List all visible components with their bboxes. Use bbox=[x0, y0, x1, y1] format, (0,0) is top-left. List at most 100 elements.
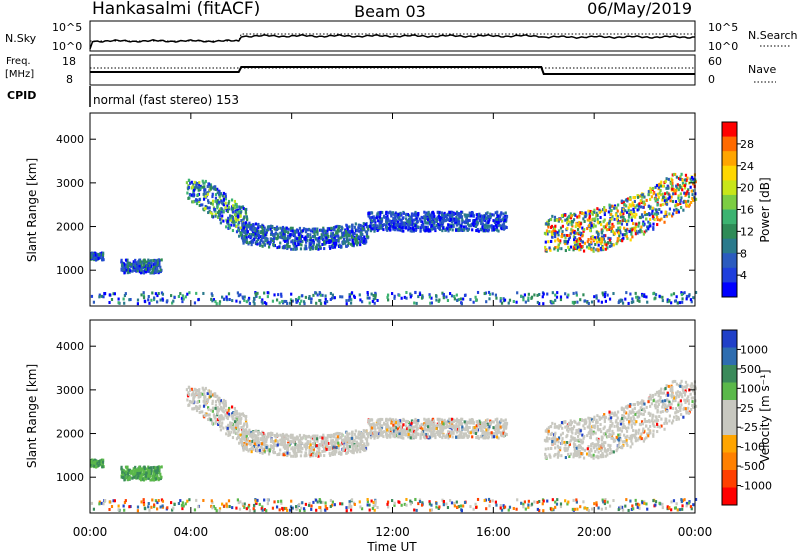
velocity-echo-cell bbox=[227, 408, 230, 412]
power-echo-cell bbox=[412, 228, 415, 232]
power-echo-cell bbox=[428, 222, 432, 226]
power-echo-cell bbox=[411, 220, 414, 224]
power-echo-cell bbox=[331, 245, 334, 249]
power-echo-cell bbox=[479, 227, 482, 231]
power-echo-cell bbox=[637, 204, 641, 208]
power-echo-cell bbox=[152, 265, 156, 269]
velocity-echo-cell bbox=[261, 435, 264, 439]
velocity-echo-cell bbox=[498, 424, 501, 428]
power-echo-cell bbox=[604, 247, 607, 251]
power-echo-cell bbox=[588, 243, 591, 247]
power-echo-cell bbox=[270, 237, 273, 241]
velocity-echo-cell bbox=[355, 446, 359, 450]
power-echo-cell bbox=[654, 197, 657, 201]
power-echo-cell bbox=[668, 207, 672, 211]
power-clutter-cell bbox=[414, 291, 417, 295]
power-clutter-cell bbox=[638, 296, 641, 300]
velocity-echo-cell bbox=[234, 418, 237, 422]
velocity-echo-cell bbox=[337, 441, 340, 445]
power-echo-cell bbox=[152, 259, 155, 263]
power-echo-cell bbox=[146, 267, 149, 271]
power-echo-cell bbox=[283, 235, 287, 239]
power-echo-cell bbox=[470, 214, 473, 218]
velocity-echo-cell bbox=[326, 436, 329, 440]
velocity-echo-cell bbox=[315, 437, 319, 441]
power-echo-cell bbox=[385, 224, 388, 228]
power-clutter-cell bbox=[566, 295, 569, 299]
power-echo-cell bbox=[573, 231, 576, 235]
velocity-echo-cell bbox=[280, 442, 283, 446]
velocity-echo-cell bbox=[237, 433, 240, 437]
power-clutter-cell bbox=[456, 298, 459, 302]
power-echo-cell bbox=[648, 222, 651, 226]
power-echo-cell bbox=[389, 225, 392, 229]
power-echo-cell bbox=[325, 236, 328, 240]
power-echo-cell bbox=[598, 210, 601, 214]
velocity-echo-cell bbox=[122, 476, 125, 480]
power-echo-cell bbox=[144, 270, 147, 274]
power-echo-cell bbox=[598, 208, 601, 212]
power-echo-cell bbox=[391, 220, 394, 224]
power-echo-cell bbox=[455, 228, 458, 232]
velocity-echo-cell bbox=[259, 437, 262, 441]
power-echo-cell bbox=[571, 229, 575, 233]
power-echo-cell bbox=[401, 221, 404, 225]
power-echo-cell bbox=[639, 230, 642, 234]
power-echo-cell bbox=[451, 228, 454, 232]
power-echo-cell bbox=[557, 229, 561, 233]
velocity-echo-cell bbox=[304, 442, 307, 446]
power-echo-cell bbox=[378, 225, 381, 229]
velocity-echo-cell bbox=[333, 443, 336, 447]
power-echo-cell bbox=[579, 222, 582, 226]
power-echo-cell bbox=[235, 213, 238, 217]
velocity-echo-cell bbox=[356, 436, 359, 440]
power-echo-cell bbox=[304, 227, 307, 231]
power-echo-cell bbox=[248, 232, 251, 236]
power-echo-cell bbox=[649, 205, 652, 209]
power-echo-cell bbox=[407, 223, 410, 227]
power-clutter-cell bbox=[405, 296, 408, 300]
power-echo-cell bbox=[566, 240, 570, 244]
power-clutter-cell bbox=[555, 295, 559, 299]
power-echo-cell bbox=[359, 240, 362, 244]
velocity-echo-cell bbox=[336, 435, 339, 439]
power-echo-cell bbox=[455, 218, 459, 222]
nave-tick-top: 60 bbox=[708, 55, 722, 68]
power-echo-cell bbox=[206, 185, 209, 189]
power-echo-cell bbox=[252, 233, 256, 237]
power-clutter-cell bbox=[333, 296, 336, 300]
power-echo-cell bbox=[605, 223, 608, 227]
power-echo-cell bbox=[571, 224, 574, 228]
power-echo-cell bbox=[400, 228, 403, 232]
power-clutter-cell bbox=[676, 301, 679, 305]
velocity-echo-cell bbox=[237, 421, 240, 425]
velocity-echo-cell bbox=[102, 465, 105, 469]
power-echo-cell bbox=[138, 264, 141, 268]
power-clutter-cell bbox=[428, 293, 431, 297]
power-echo-cell bbox=[346, 243, 350, 247]
power-echo-cell bbox=[664, 210, 667, 214]
power-echo-cell bbox=[295, 230, 299, 234]
power-echo-cell bbox=[353, 225, 356, 229]
power-echo-cell bbox=[615, 228, 618, 232]
power-echo-cell bbox=[627, 215, 631, 219]
velocity-echo-cell bbox=[334, 445, 337, 449]
velocity-echo-cell bbox=[420, 430, 423, 434]
power-echo-cell bbox=[557, 239, 560, 243]
power-echo-cell bbox=[332, 241, 335, 245]
power-echo-cell bbox=[250, 243, 253, 247]
power-echo-cell bbox=[685, 178, 688, 182]
power-clutter-cell bbox=[360, 300, 364, 304]
power-echo-cell bbox=[155, 264, 158, 268]
power-echo-cell bbox=[263, 236, 266, 240]
power-clutter-cell bbox=[673, 299, 677, 303]
power-echo-cell bbox=[640, 230, 643, 234]
power-echo-cell bbox=[645, 198, 648, 202]
power-echo-cell bbox=[553, 247, 556, 251]
power-echo-cell bbox=[351, 238, 354, 242]
power-clutter-cell bbox=[638, 299, 641, 303]
power-echo-cell bbox=[356, 237, 360, 241]
power-echo-cell bbox=[286, 238, 289, 242]
power-clutter-cell bbox=[670, 293, 673, 297]
power-echo-cell bbox=[474, 225, 478, 229]
